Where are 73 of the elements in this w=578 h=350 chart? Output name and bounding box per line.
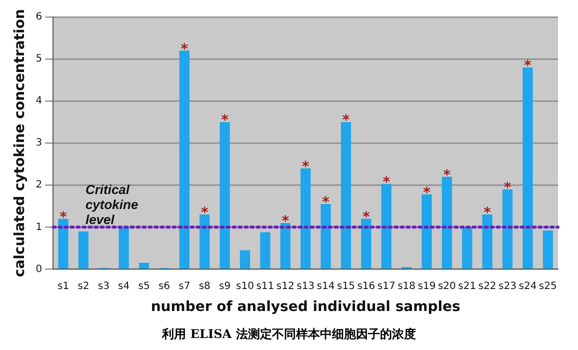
bar xyxy=(280,222,290,269)
bar xyxy=(118,227,129,269)
annotation: * xyxy=(200,205,209,222)
annotation: * xyxy=(342,112,350,129)
x-tick-label: s22 xyxy=(478,280,496,292)
ref-line-label: Critical cytokine level xyxy=(85,182,138,228)
bar xyxy=(220,122,230,269)
bar xyxy=(138,262,150,269)
annotation: * xyxy=(60,209,68,226)
bar xyxy=(58,218,68,269)
y-tick-label: 2 xyxy=(36,180,42,191)
annotation: * xyxy=(302,158,310,175)
y-tick-label: 3 xyxy=(36,138,42,149)
x-tick-label: s3 xyxy=(98,280,110,292)
y-tick-label: 6 xyxy=(36,12,42,23)
bar xyxy=(442,176,452,269)
y-tick-label: 4 xyxy=(36,96,42,107)
x-tick-label: s6 xyxy=(158,280,170,292)
annotation: * xyxy=(524,58,532,74)
bar xyxy=(240,250,250,269)
bar xyxy=(340,122,352,269)
y-tick-label: 5 xyxy=(36,54,42,65)
bar xyxy=(361,218,372,269)
bar xyxy=(260,232,270,269)
x-tick-label: s9 xyxy=(219,280,231,292)
bar xyxy=(502,189,513,269)
x-tick-label: s16 xyxy=(357,280,376,292)
x-tick-label: s14 xyxy=(316,280,335,292)
x-tick-label: s7 xyxy=(178,280,190,292)
y-tick-label: 0 xyxy=(36,264,42,275)
annotation: * xyxy=(322,194,330,211)
x-tick-label: s10 xyxy=(236,280,254,292)
annotation: * xyxy=(504,180,512,196)
x-tick-label: s23 xyxy=(498,280,516,292)
bar xyxy=(462,227,472,269)
x-tick-label: s5 xyxy=(138,280,150,292)
y-axis-title: calculated cytokine concentration xyxy=(12,9,28,278)
annotation: * xyxy=(282,214,290,230)
x-tick-label: s2 xyxy=(78,280,90,292)
y-tick-label: 1 xyxy=(36,222,42,233)
annotation: * xyxy=(382,174,391,191)
annotation: * xyxy=(484,205,492,222)
x-tick-label: s18 xyxy=(398,280,416,292)
x-tick-label: s19 xyxy=(418,280,436,292)
x-tick-label: s1 xyxy=(57,280,70,292)
x-tick-label: s4 xyxy=(118,280,130,292)
text: 利用 ELISA 法测定不同样本中细胞因子的浓度 xyxy=(160,326,417,343)
x-tick-label: s24 xyxy=(518,280,537,292)
x-tick-label: s25 xyxy=(538,280,557,292)
annotation: * xyxy=(443,167,452,184)
x-tick-label: s13 xyxy=(296,280,315,292)
annotation: * xyxy=(221,112,230,129)
bar xyxy=(542,230,553,269)
bar xyxy=(320,204,331,269)
bar xyxy=(522,67,533,269)
bar xyxy=(482,214,492,269)
bar xyxy=(200,214,210,269)
bar xyxy=(422,194,432,269)
x-tick-label: s20 xyxy=(438,280,456,292)
x-tick-label: s11 xyxy=(256,280,274,292)
x-tick-label: s12 xyxy=(276,280,294,292)
annotation: * xyxy=(423,185,432,202)
x-tick-label: s15 xyxy=(337,280,355,292)
bar xyxy=(179,50,190,269)
x-tick-label: s21 xyxy=(458,280,476,292)
bar xyxy=(300,168,311,269)
x-tick-label: s17 xyxy=(377,280,396,292)
annotation: * xyxy=(180,41,189,58)
bar xyxy=(381,184,392,269)
x-tick-label: s8 xyxy=(198,280,210,292)
annotation: * xyxy=(362,209,370,226)
bar xyxy=(78,231,88,269)
x-axis-title: number of analysed individual samples xyxy=(150,299,460,316)
